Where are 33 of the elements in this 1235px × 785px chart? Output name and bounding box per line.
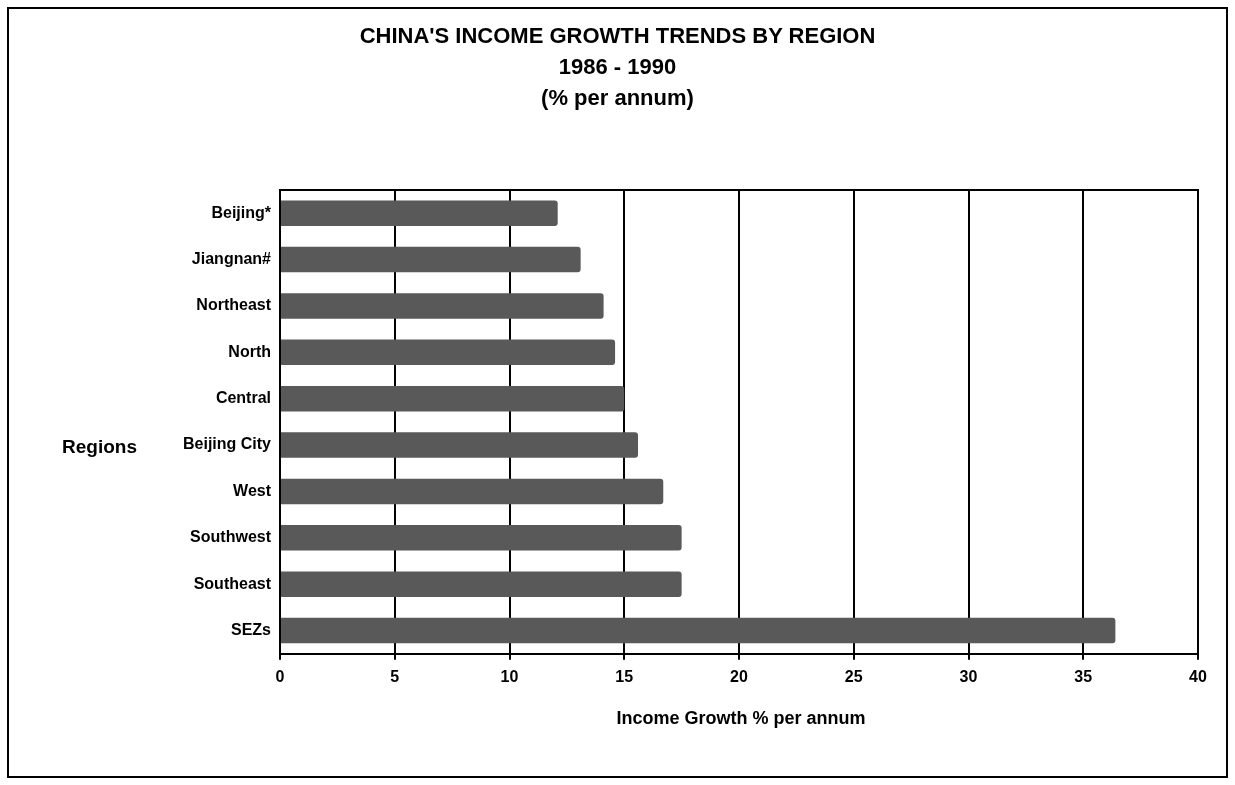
bar xyxy=(281,385,625,412)
y-axis-title: Regions xyxy=(62,436,137,458)
y-tick-label: North xyxy=(228,342,272,360)
chart-subtitle: 1986 - 1990 (% per annum) xyxy=(541,54,694,110)
bar xyxy=(281,571,682,597)
x-tick-label: 0 xyxy=(275,667,285,685)
bar xyxy=(281,525,682,551)
bar xyxy=(281,478,664,505)
bar xyxy=(281,246,581,273)
x-tick-label: 10 xyxy=(500,667,519,685)
x-tick-label: 20 xyxy=(730,667,748,685)
bar xyxy=(281,339,616,366)
x-tick-label: 40 xyxy=(1189,667,1207,685)
y-tick-label: Southwest xyxy=(190,528,272,546)
x-axis-title: Income Growth % per annum xyxy=(615,708,867,729)
x-tick-label: 25 xyxy=(844,667,863,685)
x-tick-label: 5 xyxy=(390,667,400,685)
x-tick-label: 30 xyxy=(959,667,978,685)
y-tick-label: Jiangnan# xyxy=(191,249,272,267)
y-tick-label: SEZs xyxy=(230,621,272,639)
y-tick-label: Southeast xyxy=(193,574,272,592)
bar xyxy=(281,432,639,458)
chart-title: CHINA'S INCOME GROWTH TRENDS BY REGION xyxy=(359,23,876,48)
bar xyxy=(281,617,1116,644)
y-tick-label: West xyxy=(233,481,272,499)
x-tick-label: 35 xyxy=(1074,667,1093,685)
y-tick-label: Beijing* xyxy=(211,203,272,221)
y-tick-label: Beijing City xyxy=(182,435,272,453)
bar xyxy=(281,200,558,226)
y-tick-label: Northeast xyxy=(196,296,272,314)
bar xyxy=(281,293,604,319)
y-tick-label: Central xyxy=(215,389,272,407)
x-tick-label: 15 xyxy=(615,667,634,685)
